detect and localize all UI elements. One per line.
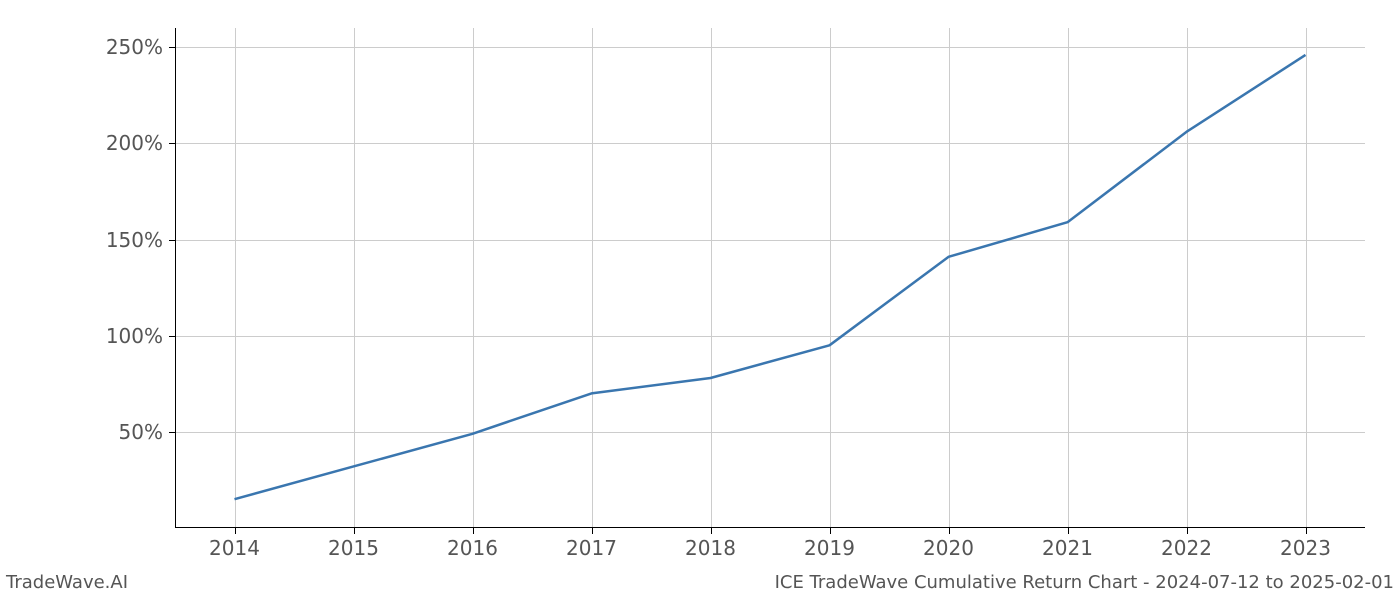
- y-tick-mark: [169, 240, 175, 241]
- y-tick-label: 50%: [105, 420, 163, 444]
- x-tick-mark: [1306, 528, 1307, 534]
- y-tick-label: 150%: [105, 228, 163, 252]
- x-tick-mark: [1187, 528, 1188, 534]
- x-tick-mark: [711, 528, 712, 534]
- chart-container: { "chart": { "type": "line", "width": 14…: [0, 0, 1400, 600]
- y-tick-mark: [169, 336, 175, 337]
- x-tick-label: 2020: [923, 536, 974, 560]
- y-tick-label: 100%: [105, 324, 163, 348]
- x-tick-mark: [592, 528, 593, 534]
- x-tick-mark: [235, 528, 236, 534]
- y-tick-mark: [169, 143, 175, 144]
- x-tick-label: 2021: [1042, 536, 1093, 560]
- y-tick-mark: [169, 47, 175, 48]
- x-tick-mark: [1068, 528, 1069, 534]
- x-tick-label: 2023: [1280, 536, 1331, 560]
- line-layer: [175, 28, 1365, 528]
- x-tick-mark: [473, 528, 474, 534]
- x-tick-mark: [949, 528, 950, 534]
- x-tick-label: 2017: [566, 536, 617, 560]
- x-tick-label: 2018: [685, 536, 736, 560]
- x-tick-label: 2015: [328, 536, 379, 560]
- x-tick-mark: [830, 528, 831, 534]
- footer-right-text: ICE TradeWave Cumulative Return Chart - …: [775, 572, 1394, 593]
- y-tick-label: 200%: [105, 131, 163, 155]
- x-tick-label: 2022: [1161, 536, 1212, 560]
- y-tick-mark: [169, 432, 175, 433]
- x-tick-mark: [354, 528, 355, 534]
- x-tick-label: 2019: [804, 536, 855, 560]
- series-line: [235, 55, 1306, 499]
- axis-spine-left: [175, 28, 176, 528]
- x-tick-label: 2016: [447, 536, 498, 560]
- footer-left-text: TradeWave.AI: [6, 572, 128, 593]
- y-tick-label: 250%: [105, 35, 163, 59]
- x-tick-label: 2014: [209, 536, 260, 560]
- plot-area: [175, 28, 1365, 528]
